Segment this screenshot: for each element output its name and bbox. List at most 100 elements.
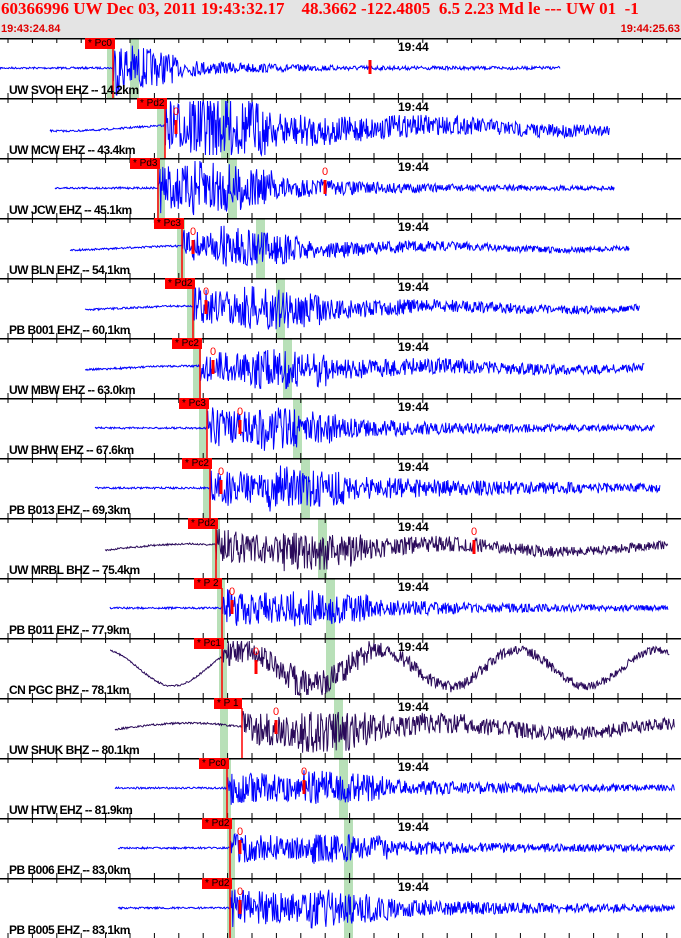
station-panel[interactable]: 0 * Pc2 19:44 UW MBW EHZ -- 63.0km — [0, 338, 681, 398]
station-label: PB B006 EHZ -- 83.0km — [9, 863, 130, 877]
phase-pick-label[interactable]: * P 1 — [214, 698, 242, 709]
station-panel[interactable]: 0 * Pc3 19:44 UW BLN EHZ -- 54.1km — [0, 218, 681, 278]
phase-pick-label[interactable]: * Pd2 — [202, 818, 233, 829]
waveform-canvas — [0, 338, 681, 398]
time-mark-label: 19:44 — [398, 280, 429, 294]
station-label: UW MCW EHZ -- 43.4km — [9, 143, 136, 157]
station-label: UW MRBL BHZ -- 75.4km — [9, 563, 140, 577]
station-panel[interactable]: 0 * Pd2 19:44 PB B006 EHZ -- 83.0km — [0, 818, 681, 878]
phase-pick-label[interactable]: * Pc1 — [194, 638, 224, 649]
station-panel[interactable]: 0 * Pd3 19:44 UW JCW EHZ -- 45.1km — [0, 158, 681, 218]
coda-marker — [211, 360, 215, 374]
waveform-canvas — [0, 218, 681, 278]
time-mark-label: 19:44 — [398, 100, 429, 114]
phase-pick-label[interactable]: * Pd2 — [202, 878, 233, 889]
coda-label: 0 — [173, 106, 180, 118]
waveform-canvas — [0, 578, 681, 638]
phase-pick-label[interactable]: * Pc3 — [179, 398, 209, 409]
p-wave-band — [219, 638, 227, 698]
coda-label: 0 — [322, 166, 329, 178]
coda-marker — [274, 720, 278, 734]
phase-pick-label[interactable]: * Pc2 — [182, 458, 212, 469]
p-wave-band — [220, 698, 228, 758]
coda-marker — [238, 900, 242, 914]
waveform-canvas — [0, 518, 681, 578]
time-mark-label: 19:44 — [398, 880, 429, 894]
s-wave-band — [228, 158, 237, 218]
coda-marker — [323, 180, 327, 194]
phase-pick-label[interactable]: * Pd2 — [137, 98, 168, 109]
station-panel[interactable]: 0 * Pd2 19:44 PB B005 EHZ -- 83.1km — [0, 878, 681, 938]
seismic-trace — [54, 160, 615, 216]
station-panel[interactable]: 0 * P 2 19:44 PB B011 EHZ -- 77.9km — [0, 578, 681, 638]
coda-marker — [191, 240, 195, 254]
coda-label: 0 — [237, 826, 244, 838]
phase-pick-label[interactable]: * Pd2 — [165, 278, 196, 289]
phase-pick-label[interactable]: * Pc2 — [172, 338, 202, 349]
time-mark-label: 19:44 — [398, 700, 429, 714]
coda-marker — [254, 660, 258, 674]
coda-label: 0 — [471, 526, 478, 538]
time-mark-label: 19:44 — [398, 40, 429, 54]
waveform-canvas — [0, 698, 681, 758]
station-panel[interactable]: 0 * Pc0 19:44 UW HTW EHZ -- 81.9km — [0, 758, 681, 818]
seismogram-panels: 0 * Pc0 19:44 UW SVOH EHZ -- 14.2km 0 * Pd2 19… — [0, 38, 681, 938]
time-mark-label: 19:44 — [398, 160, 429, 174]
waveform-canvas — [0, 878, 681, 938]
station-label: UW SHUK BHZ -- 80.1km — [9, 743, 140, 757]
seismic-trace — [104, 528, 669, 572]
coda-label: 0 — [218, 466, 225, 478]
phase-pick-label[interactable]: * Pc0 — [85, 38, 115, 49]
station-label: PB B001 EHZ -- 60.1km — [9, 323, 130, 337]
station-panel[interactable]: 0 * Pc2 19:44 PB B013 EHZ -- 69.3km — [0, 458, 681, 518]
station-panel[interactable]: 0 * Pd2 19:44 UW MCW EHZ -- 43.4km — [0, 98, 681, 158]
seismic-trace — [117, 832, 675, 864]
coda-label: 0 — [301, 766, 308, 778]
seismic-trace — [69, 225, 630, 267]
station-panel[interactable]: 0 * Pc1 19:44 CN PGC BHZ -- 78.1km — [0, 638, 681, 698]
coda-label: 0 — [210, 346, 217, 358]
s-wave-band — [276, 278, 285, 338]
s-wave-band — [326, 638, 335, 698]
station-label: UW JCW EHZ -- 45.1km — [9, 203, 132, 217]
seismic-trace — [0, 45, 561, 96]
p-wave-band — [157, 98, 165, 158]
seismic-trace — [114, 711, 675, 753]
seismic-trace — [84, 285, 640, 330]
station-label: UW SVOH EHZ -- 14.2km — [9, 83, 139, 97]
station-label: UW MBW EHZ -- 63.0km — [9, 383, 136, 397]
event-title: 60366996 UW Dec 03, 2011 19:43:32.17 48.… — [1, 0, 639, 18]
coda-label: 0 — [237, 406, 244, 418]
phase-pick-label[interactable]: * Pd2 — [188, 518, 219, 529]
phase-pick-label[interactable]: * Pc0 — [199, 758, 229, 769]
waveform-canvas — [0, 758, 681, 818]
coda-label: 0 — [273, 706, 280, 718]
header-bar: 60366996 UW Dec 03, 2011 19:43:32.17 48.… — [0, 0, 681, 38]
station-panel[interactable]: 0 * P 1 19:44 UW SHUK BHZ -- 80.1km — [0, 698, 681, 758]
end-time: 19:44:25.63 — [620, 23, 680, 35]
seismic-trace — [94, 407, 655, 451]
coda-marker — [368, 60, 372, 74]
coda-marker — [302, 780, 306, 794]
phase-pick-label[interactable]: * P 2 — [194, 578, 222, 589]
waveform-canvas — [0, 458, 681, 518]
time-mark-label: 19:44 — [398, 400, 429, 414]
station-panel[interactable]: 0 * Pc3 19:44 UW BHW EHZ -- 67.6km — [0, 398, 681, 458]
p-wave-band — [193, 338, 201, 398]
time-mark-label: 19:44 — [398, 460, 429, 474]
waveform-canvas — [0, 98, 681, 158]
s-wave-band — [344, 818, 353, 878]
waveform-canvas — [0, 158, 681, 218]
p-wave-band — [187, 278, 195, 338]
station-panel[interactable]: 0 * Pd2 19:44 PB B001 EHZ -- 60.1km — [0, 278, 681, 338]
station-label: UW BHW EHZ -- 67.6km — [9, 443, 134, 457]
seismic-trace — [114, 770, 675, 805]
waveform-canvas — [0, 398, 681, 458]
time-mark-label: 19:44 — [398, 220, 429, 234]
station-label: UW HTW EHZ -- 81.9km — [9, 803, 133, 817]
coda-marker — [230, 600, 234, 614]
station-panel[interactable]: 0 * Pd2 19:44 UW MRBL BHZ -- 75.4km — [0, 518, 681, 578]
phase-pick-label[interactable]: * Pc3 — [154, 218, 184, 229]
phase-pick-label[interactable]: * Pd3 — [130, 158, 161, 169]
